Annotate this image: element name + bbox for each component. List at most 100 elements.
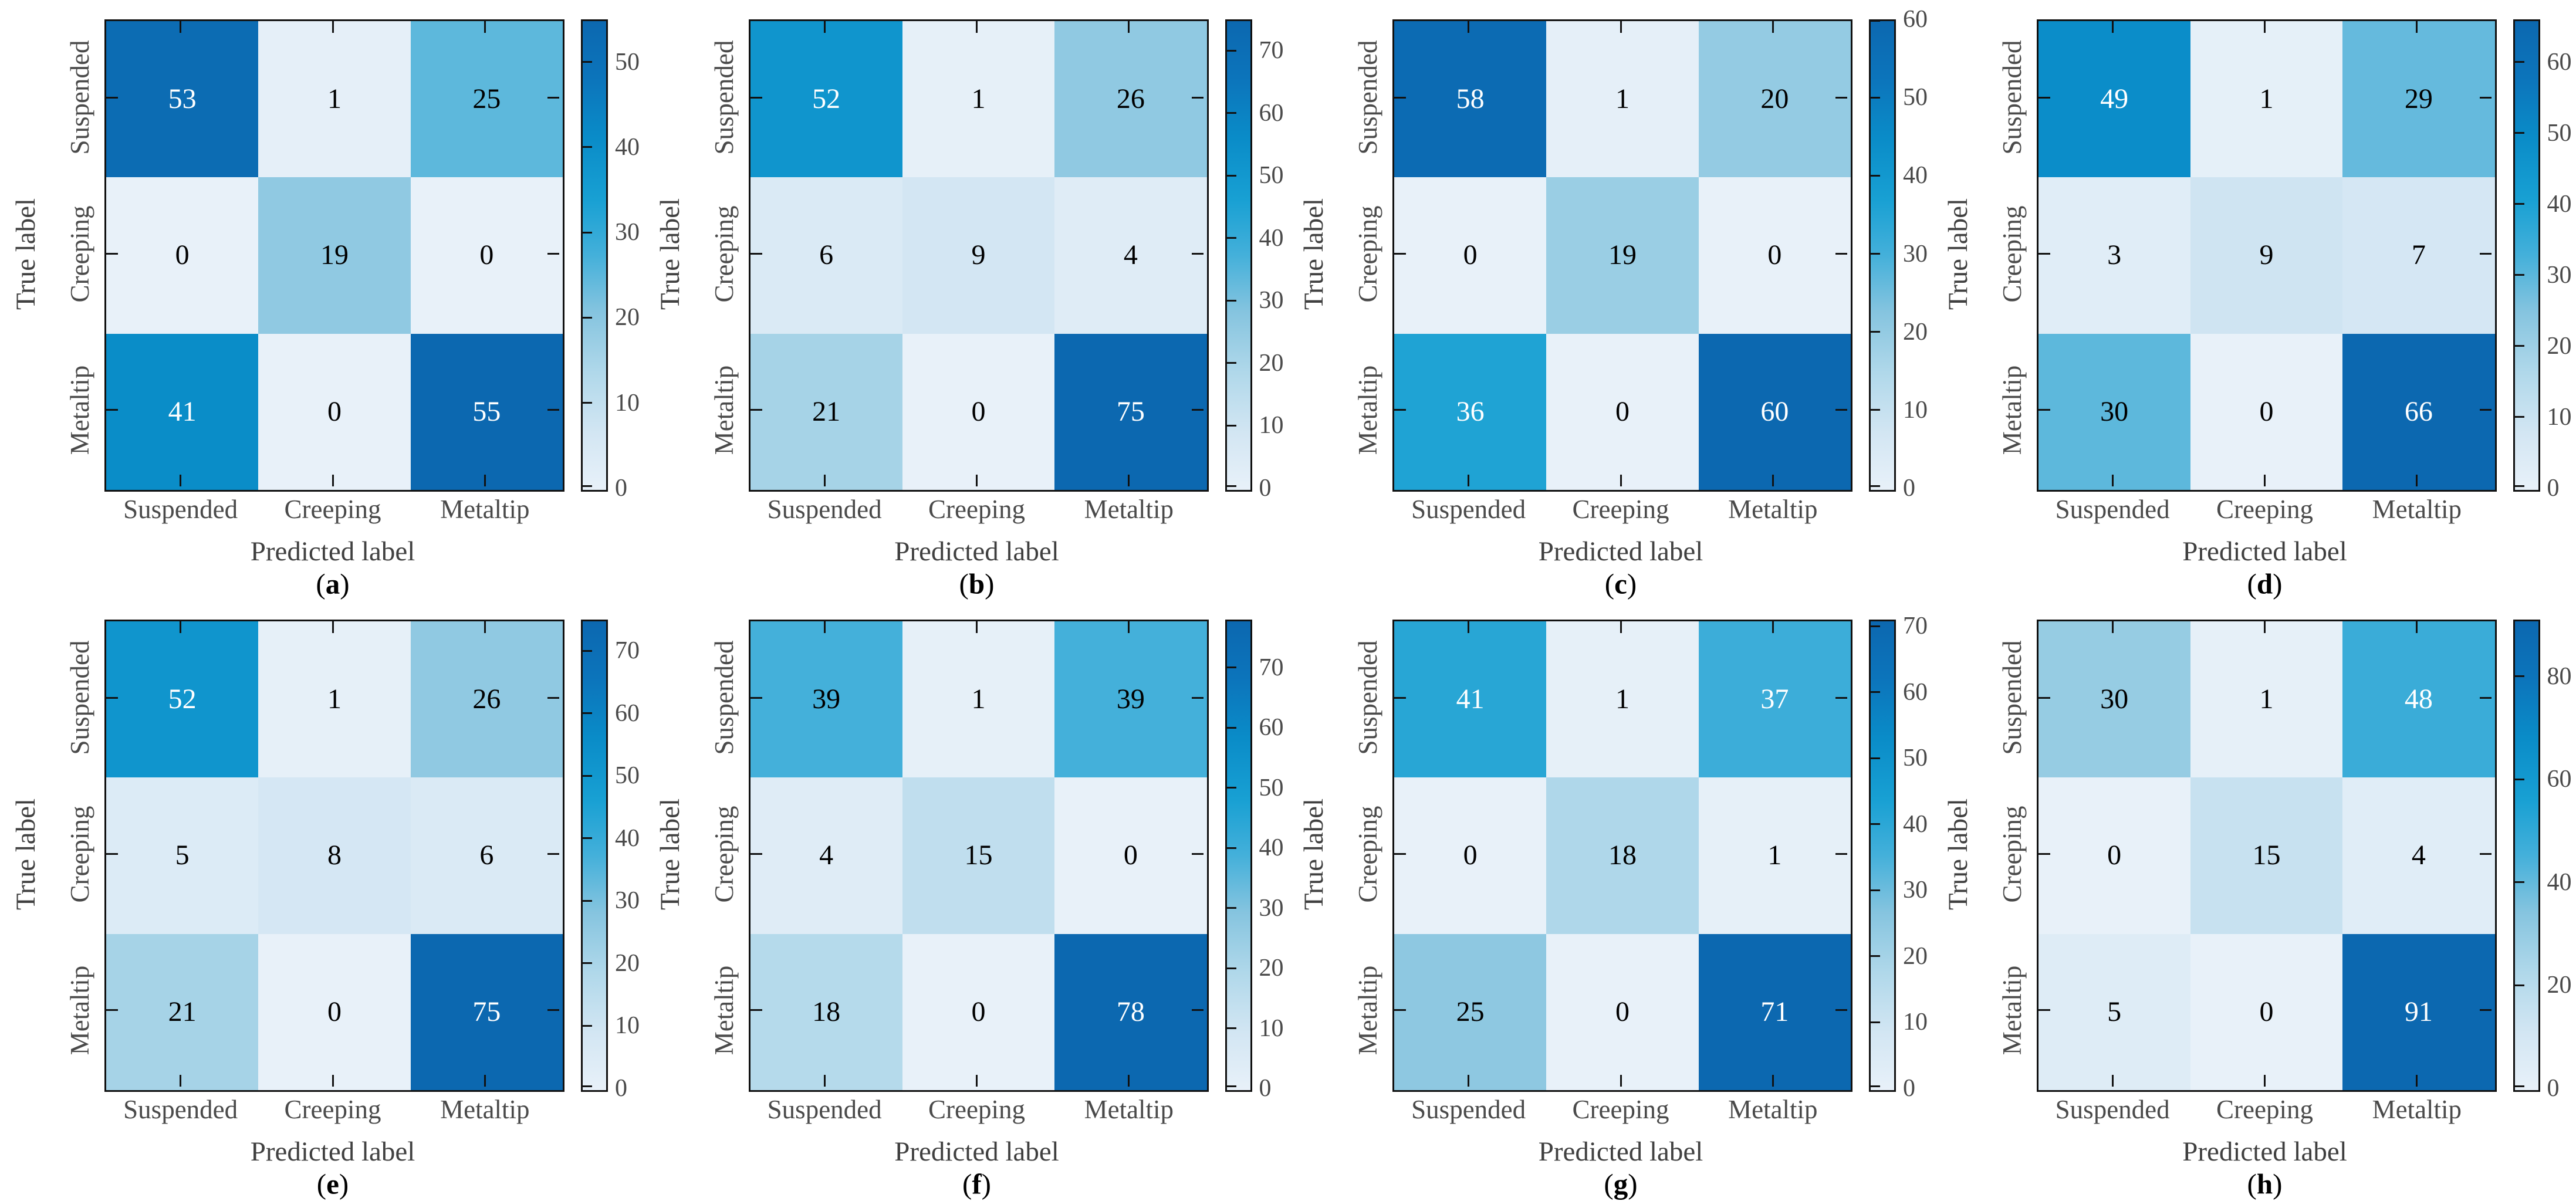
axis-tick — [1871, 889, 1880, 891]
y-axis-label: True label — [654, 798, 685, 910]
heatmap-cell: 20 — [1698, 21, 1851, 178]
heatmap-cell: 5 — [2038, 933, 2190, 1090]
axis-tick — [547, 409, 559, 411]
x-tick-label: Metaltip — [2372, 1095, 2462, 1124]
axis-tick — [2038, 1009, 2050, 1011]
heatmap: 52 1 26 5 8 6 21 0 75 — [104, 620, 564, 1092]
colorbar-tick-label: 20 — [615, 304, 640, 331]
y-tick-label: Metaltip — [1997, 365, 2027, 455]
axis-tick — [583, 231, 592, 234]
axis-tick — [1394, 253, 1406, 255]
y-axis-label: True label — [654, 198, 685, 310]
colorbar-tick-label: 70 — [1259, 654, 1284, 681]
x-axis-label: Predicted label — [250, 1136, 415, 1167]
axis-tick — [1835, 696, 1847, 699]
heatmap-cell: 0 — [410, 177, 563, 334]
axis-tick — [1128, 621, 1130, 633]
heatmap: 52 1 26 6 9 4 21 0 75 — [748, 19, 1209, 492]
axis-tick — [106, 253, 118, 255]
axis-tick — [2514, 485, 2524, 487]
x-tick-label: Suspended — [2055, 495, 2170, 524]
colorbar-tick-label: 50 — [1903, 84, 1928, 111]
axis-tick — [1191, 253, 1204, 255]
heatmap-cell: 29 — [2342, 21, 2495, 178]
axis-tick — [1871, 96, 1880, 99]
colorbar-tick-label: 20 — [1903, 942, 1928, 970]
axis-tick — [180, 1075, 182, 1087]
axis-tick — [2514, 984, 2524, 986]
colorbar-tick-label: 0 — [2547, 475, 2560, 502]
colorbar — [1225, 19, 1252, 492]
x-tick-label: Suspended — [767, 495, 882, 524]
axis-tick — [1226, 299, 1236, 302]
colorbar-tick-label: 10 — [615, 1012, 640, 1040]
axis-tick — [1468, 621, 1470, 633]
axis-tick — [2514, 61, 2524, 63]
axis-tick — [583, 712, 592, 715]
axis-tick — [2514, 274, 2524, 276]
axis-tick — [1772, 1075, 1774, 1087]
axis-tick — [2514, 778, 2524, 780]
colorbar-tick-label: 40 — [615, 133, 640, 161]
axis-tick — [1191, 1009, 1204, 1011]
x-tick-label: Suspended — [2055, 1095, 2170, 1124]
axis-tick — [547, 96, 559, 99]
axis-tick — [2479, 253, 2492, 255]
axis-tick — [1871, 19, 1880, 22]
heatmap-cell: 37 — [1698, 621, 1851, 778]
heatmap-cell: 9 — [2190, 177, 2343, 334]
axis-tick — [180, 475, 182, 486]
colorbar-tick-label: 60 — [2547, 766, 2572, 793]
axis-tick — [1835, 96, 1847, 99]
axis-tick — [2514, 132, 2524, 134]
heatmap-cell: 0 — [106, 177, 259, 334]
x-axis-label: Predicted label — [2182, 1136, 2347, 1167]
axis-tick — [1835, 253, 1847, 255]
axis-tick — [583, 402, 592, 404]
colorbar-tick-label: 0 — [1903, 1075, 1915, 1102]
axis-tick — [976, 1075, 978, 1087]
axis-tick — [976, 621, 978, 633]
heatmap-cell: 0 — [2038, 777, 2190, 934]
x-tick-label: Metaltip — [1728, 495, 1818, 524]
axis-tick — [1191, 853, 1204, 855]
y-tick-label: Creeping — [65, 205, 94, 302]
axis-tick — [484, 621, 486, 633]
axis-tick — [823, 1075, 826, 1087]
axis-tick — [1620, 621, 1622, 633]
colorbar-tick-label: 50 — [615, 762, 640, 790]
heatmap-cell: 8 — [258, 777, 411, 934]
colorbar-tick-label: 70 — [1259, 37, 1284, 65]
axis-tick — [547, 696, 559, 699]
heatmap-cell: 4 — [1054, 177, 1207, 334]
y-tick-label: Suspended — [65, 40, 94, 155]
axis-tick — [2111, 21, 2114, 33]
colorbar — [581, 19, 608, 492]
heatmap-cell: 4 — [750, 777, 902, 934]
x-tick-label: Suspended — [767, 1095, 882, 1124]
confusion-matrix-panel: 49 1 29 3 9 7 30 0 66 True label Predicted label… — [1932, 0, 2576, 600]
axis-tick — [823, 621, 826, 633]
axis-tick — [484, 1075, 486, 1087]
confusion-matrix-panel: 39 1 39 4 15 0 18 0 78 True label Predicted labe… — [644, 600, 1288, 1200]
x-tick-label: Metaltip — [2372, 495, 2462, 524]
x-axis-label: Predicted label — [894, 536, 1059, 567]
panel-caption: (h) — [2247, 1168, 2283, 1200]
axis-tick — [1835, 853, 1847, 855]
colorbar-tick-label: 0 — [1259, 475, 1272, 502]
colorbar-tick-label: 20 — [1903, 318, 1928, 346]
heatmap-cell: 75 — [410, 933, 563, 1090]
colorbar-tick-label: 60 — [1259, 99, 1284, 127]
axis-tick — [2264, 621, 2266, 633]
axis-tick — [1226, 49, 1236, 52]
heatmap-cell: 25 — [410, 21, 563, 178]
x-tick-label: Creeping — [928, 1095, 1025, 1124]
colorbar-tick-label: 50 — [615, 48, 640, 76]
x-tick-label: Suspended — [123, 495, 238, 524]
colorbar-tick-label: 10 — [1903, 396, 1928, 424]
axis-tick — [2416, 21, 2418, 33]
y-tick-label: Creeping — [709, 806, 739, 902]
colorbar-tick-label: 80 — [2547, 662, 2572, 690]
y-tick-label: Creeping — [65, 806, 94, 902]
heatmap-cell: 0 — [2190, 333, 2343, 490]
